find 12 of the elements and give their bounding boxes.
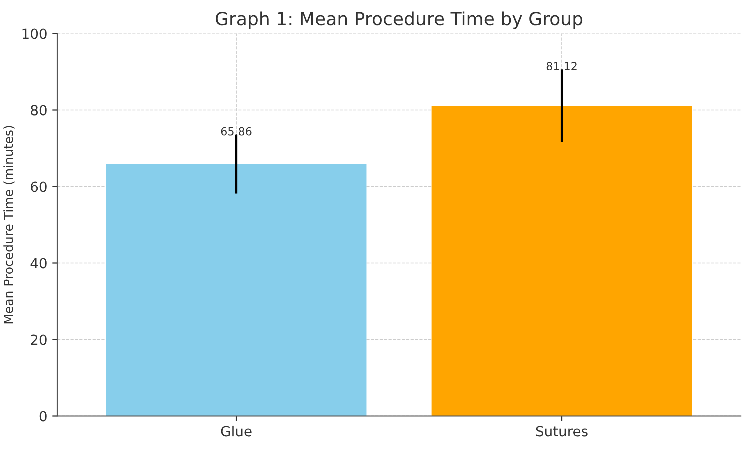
data-label: 81.12 <box>546 62 577 71</box>
y-tick-label: 40 <box>30 258 47 269</box>
y-tick-label: 0 <box>40 411 47 422</box>
y-axis-title: Mean Procedure Time (minutes) <box>4 126 15 324</box>
y-tick-label: 80 <box>31 105 47 116</box>
chart-title: Graph 1: Mean Procedure Time by Group <box>216 12 583 30</box>
data-label: 65.86 <box>221 127 252 136</box>
y-tick-label: 60 <box>31 182 47 192</box>
x-tick-label: Sutures <box>536 426 588 437</box>
y-tick-label: 20 <box>31 334 47 346</box>
x-tick-label: Glue <box>221 426 252 437</box>
y-tick-label: 100 <box>22 28 47 40</box>
